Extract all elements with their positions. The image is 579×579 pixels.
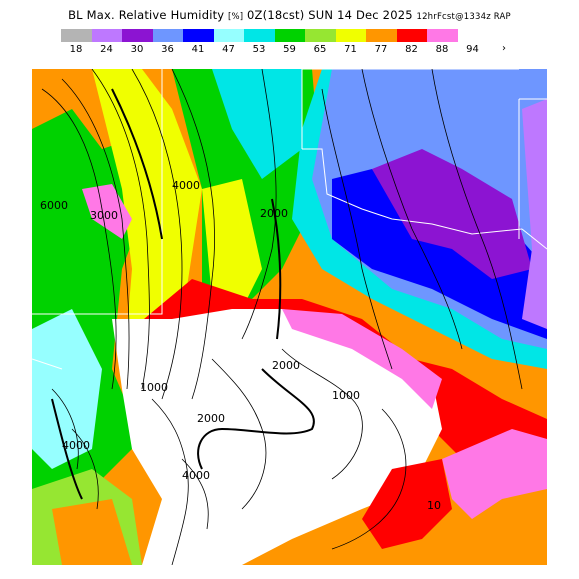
region-red-south [362, 459, 452, 549]
region-east-purple [372, 149, 532, 279]
legend-swatch [305, 29, 336, 42]
contour-label: 2000 [197, 412, 225, 425]
legend-tick-label: 77 [374, 44, 388, 55]
region-east-lavender [522, 99, 547, 329]
color-legend [61, 29, 488, 42]
legend-swatch [183, 29, 214, 42]
region-north-cyan [212, 69, 302, 179]
chart-title: BL Max. Relative Humidity [%] 0Z(18cst) … [0, 8, 579, 22]
title-time: 0Z(18cst) SUN 14 Dec 2025 [247, 8, 413, 22]
legend-swatch [122, 29, 153, 42]
contour-label: 4000 [62, 439, 90, 452]
title-main: BL Max. Relative Humidity [68, 8, 225, 22]
region-nw-pink [82, 184, 132, 239]
contour-label: 1000 [332, 389, 360, 402]
contour-label: 10 [427, 499, 441, 512]
legend-swatch [274, 29, 305, 42]
legend-more-arrow: › [502, 43, 506, 54]
legend-swatch [457, 29, 488, 42]
legend-tick-label: 47 [222, 44, 235, 55]
legend-tick-label: 65 [313, 44, 327, 55]
legend-tick-label: 71 [344, 44, 357, 55]
legend-swatch [213, 29, 244, 42]
legend-tick-label: 41 [191, 44, 205, 55]
state-boundaries [32, 69, 547, 370]
legend-tick-label: 36 [161, 44, 174, 55]
legend-swatch [335, 29, 366, 42]
region-east-darkblue [332, 169, 547, 339]
legend-tick-label: 94 [466, 44, 479, 55]
contour-lines [41, 69, 523, 565]
region-west-cyan [32, 309, 102, 469]
legend-swatch [366, 29, 397, 42]
title-units: [%] [228, 12, 244, 22]
region-north-yellow [202, 179, 262, 309]
region-pink-south [442, 429, 547, 519]
legend-tick-label: 24 [100, 44, 113, 55]
legend-swatch [427, 29, 458, 42]
region-white-center [112, 309, 442, 565]
region-pink-fringe [282, 309, 442, 409]
contour-label: 2000 [260, 207, 288, 220]
bold-contours [51, 88, 315, 500]
legend-tick-label: 88 [435, 44, 449, 55]
legend-swatch [61, 29, 92, 42]
contour-label: 4000 [172, 179, 200, 192]
legend-tick-label: 18 [69, 44, 83, 55]
legend-tick-label: 53 [252, 44, 266, 55]
legend-tick-label: 82 [405, 44, 418, 55]
humidity-map: 1000 2000 2000 2000 3000 4000 4000 4000 … [32, 69, 547, 565]
legend-swatch [91, 29, 122, 42]
contour-label: 3000 [90, 209, 118, 222]
contour-labels: 1000 2000 2000 2000 3000 4000 4000 4000 … [40, 179, 441, 512]
region-sw-orange [52, 499, 132, 565]
title-run: 12hrFcst@1334z RAP [416, 12, 511, 22]
contour-label: 4000 [182, 469, 210, 482]
contour-label: 2000 [272, 359, 300, 372]
contour-label: 1000 [140, 381, 168, 394]
legend-tick-label: 59 [283, 44, 296, 55]
contour-label: 6000 [40, 199, 68, 212]
legend-swatch [152, 29, 183, 42]
legend-swatch [244, 29, 275, 42]
legend-swatch [396, 29, 427, 42]
legend-tick-label: 30 [130, 44, 144, 55]
